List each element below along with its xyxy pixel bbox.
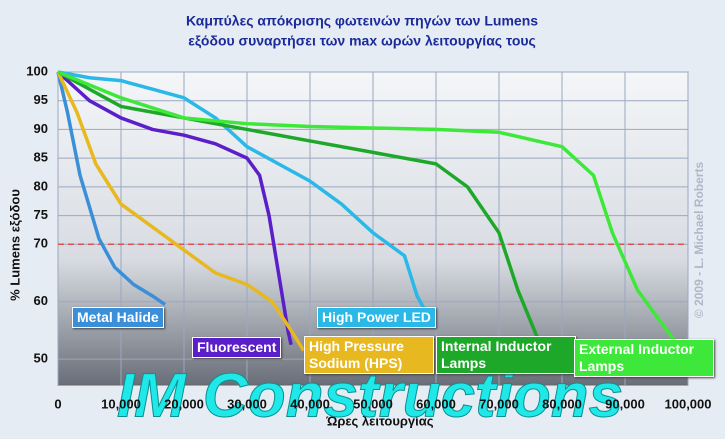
y-tick-label: 50 xyxy=(34,351,48,366)
x-tick-label: 30,000 xyxy=(227,396,267,411)
y-tick-label: 75 xyxy=(34,207,48,222)
x-tick-label: 40,000 xyxy=(290,396,330,411)
y-tick-label: 100 xyxy=(26,63,48,78)
series-label: Metal Halide xyxy=(72,307,164,328)
series-label: Fluorescent xyxy=(192,337,282,358)
series-line xyxy=(56,71,167,307)
chart-subtitle: εξόδου συναρτήσει των max ωρών λειτουργί… xyxy=(188,33,536,49)
x-tick-label: 80,000 xyxy=(542,396,582,411)
y-tick-label: 70 xyxy=(34,236,48,251)
series-label: Internal Inductor Lamps xyxy=(436,336,576,374)
x-tick-label: 20,000 xyxy=(164,396,204,411)
x-tick-label: 70,000 xyxy=(479,396,519,411)
x-tick-label: 100,000 xyxy=(665,396,712,411)
y-tick-label: 90 xyxy=(34,121,48,136)
y-tick-label: 60 xyxy=(34,293,48,308)
series-label: High Power LED xyxy=(317,307,436,328)
x-tick-label: 90,000 xyxy=(605,396,645,411)
series-line xyxy=(56,71,306,352)
y-tick-label: 80 xyxy=(34,178,48,193)
series-line xyxy=(57,70,425,309)
x-tick-label: 10,000 xyxy=(101,396,141,411)
y-tick-label: 85 xyxy=(34,150,48,165)
copyright: © 2009 - L. Michael Roberts xyxy=(692,162,706,319)
y-tick-label: 95 xyxy=(34,92,48,107)
x-tick-label: 50,000 xyxy=(353,396,393,411)
series-label: High Pressure Sodium (HPS) xyxy=(304,336,434,374)
y-axis-label: % Lumens εξόδου xyxy=(7,189,22,301)
chart-title: Καμπύλες απόκρισης φωτεινών πηγών των Lu… xyxy=(186,13,538,29)
x-tick-label: 0 xyxy=(54,396,61,411)
series-label: External Inductor Lamps xyxy=(574,339,714,377)
series-line xyxy=(57,70,677,343)
x-tick-label: 60,000 xyxy=(416,396,456,411)
series-line xyxy=(56,70,293,346)
x-axis-label: Ώρες λειτουργίας xyxy=(325,413,433,428)
